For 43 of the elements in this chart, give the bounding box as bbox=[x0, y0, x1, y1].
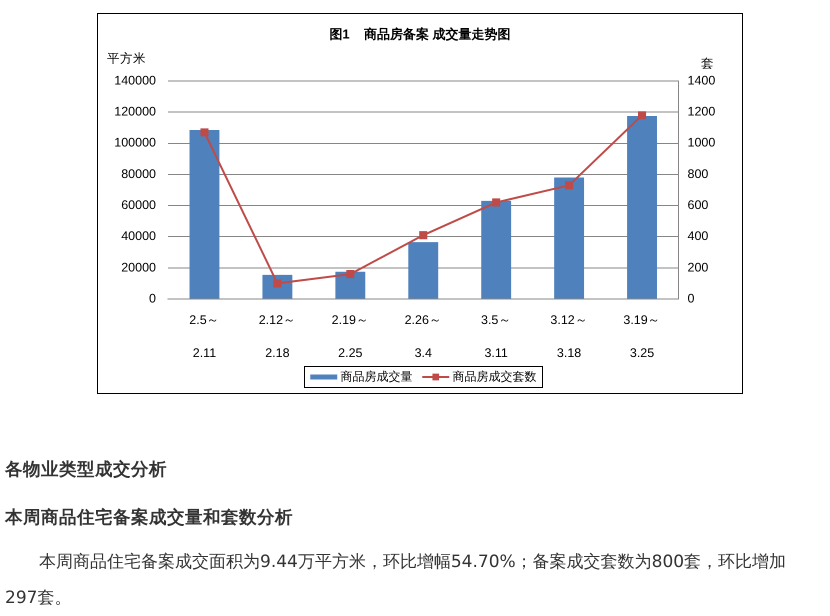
bar bbox=[190, 130, 220, 298]
y-tick-label: 120000 bbox=[114, 104, 156, 119]
point bbox=[346, 270, 354, 278]
category-label: 2.5～ 2.11 bbox=[189, 312, 220, 360]
bar bbox=[554, 178, 584, 298]
y-tick-label: 100000 bbox=[114, 136, 156, 150]
y2-tick-label: 400 bbox=[688, 229, 708, 244]
category-label: 2.12～ 2.18 bbox=[258, 312, 296, 360]
y-tick-label: 80000 bbox=[121, 166, 156, 181]
legend-label: 商品房成交量 bbox=[340, 369, 412, 384]
category-label: 3.5～ 3.11 bbox=[480, 312, 512, 360]
point bbox=[638, 111, 646, 120]
y2-tick-label: 600 bbox=[688, 198, 708, 212]
y2-tick-label: 1000 bbox=[688, 136, 716, 150]
category-label: 2.19～ 2.25 bbox=[332, 312, 369, 360]
text: 本周商品住宅备案成交面积为9.44万平方米，环比增幅54.70%；备案成交套数为800套，环比增加297套。 bbox=[5, 551, 788, 610]
y2-axis-title: 套 bbox=[701, 56, 714, 70]
legend-label: 商品房成交套数 bbox=[452, 369, 536, 384]
y-tick-label: 60000 bbox=[121, 198, 156, 212]
y2-tick-label: 1200 bbox=[688, 104, 716, 119]
point bbox=[419, 231, 428, 240]
y2-tick-label: 0 bbox=[688, 291, 694, 306]
point bbox=[200, 128, 208, 136]
chart-title: 图1 商品房备案 成交量走势图 bbox=[329, 26, 511, 42]
bar bbox=[408, 242, 438, 298]
y2-tick-label: 1400 bbox=[688, 73, 716, 88]
bar bbox=[481, 200, 512, 298]
y-tick-label: 140000 bbox=[114, 73, 156, 88]
category-label: 3.19～ 3.25 bbox=[623, 312, 661, 360]
text: 各物业类型成交分析 bbox=[5, 458, 168, 482]
category-label: 3.12～ 3.18 bbox=[550, 312, 588, 360]
y2-tick-label: 200 bbox=[688, 260, 708, 274]
text: 本周商品住宅备案成交量和套数分析 bbox=[5, 506, 294, 530]
point bbox=[492, 198, 500, 206]
bar bbox=[627, 116, 657, 298]
y-tick-label: 20000 bbox=[121, 260, 156, 274]
point bbox=[565, 181, 574, 190]
category-label: 2.26～ 3.4 bbox=[404, 312, 442, 360]
bar bbox=[335, 272, 366, 298]
y2-tick-label: 800 bbox=[688, 166, 708, 181]
y-tick-label: 40000 bbox=[121, 229, 156, 244]
y-tick-label: 0 bbox=[149, 291, 156, 306]
y-axis-title: 平方米 bbox=[107, 50, 146, 66]
